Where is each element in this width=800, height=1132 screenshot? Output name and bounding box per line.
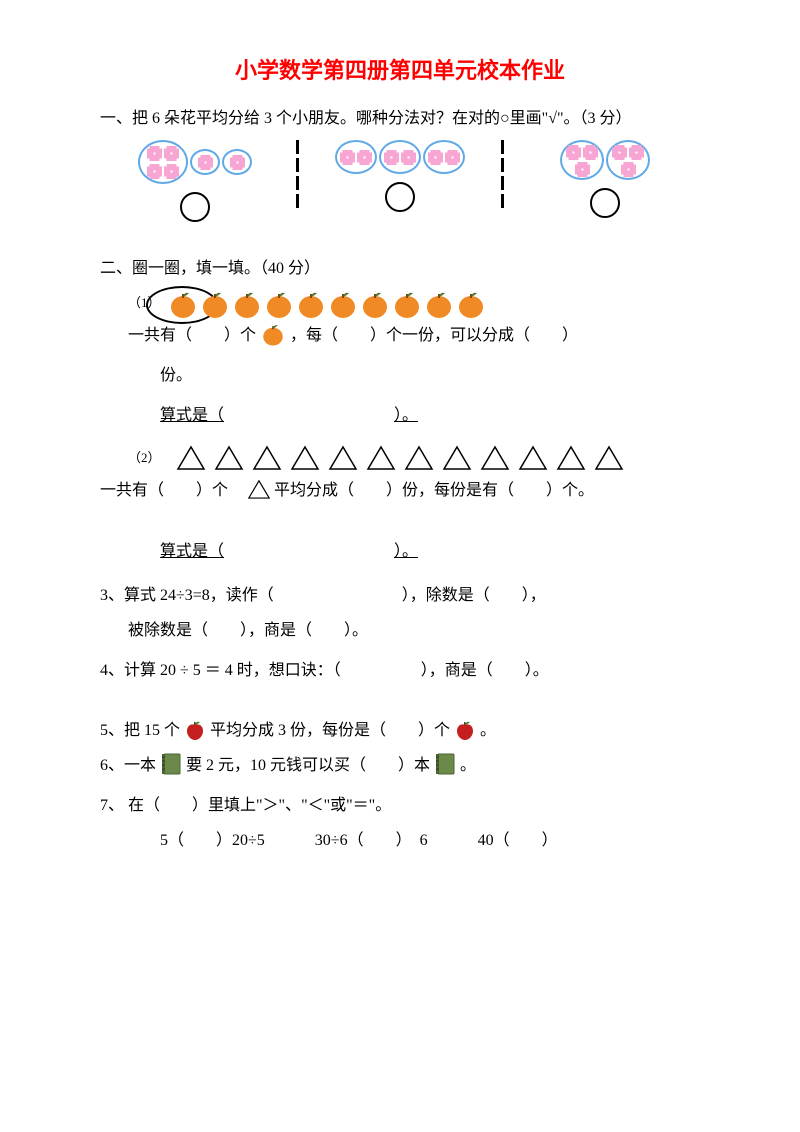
answer-circle-3[interactable] xyxy=(590,188,620,218)
flower-group-1 xyxy=(100,140,290,222)
q6-p1: 6、一本 xyxy=(100,757,160,774)
triangle-icon xyxy=(215,446,243,470)
q2-formula-suffix: ）。 xyxy=(394,543,418,560)
orange-icon xyxy=(391,289,423,319)
q2-label: （2） xyxy=(128,446,161,471)
flower-group-2 xyxy=(305,140,495,212)
page-title: 小学数学第四册第四单元校本作业 xyxy=(100,50,700,92)
orange-icon xyxy=(295,289,327,319)
triangle-icon xyxy=(481,446,509,470)
q1-line-b: 份。 xyxy=(100,361,700,391)
answer-circle-2[interactable] xyxy=(385,182,415,212)
triangle-icon xyxy=(367,446,395,470)
apple-icon xyxy=(184,719,206,741)
orange-icon xyxy=(263,289,295,319)
vertical-separator-1 xyxy=(296,140,299,220)
orange-icon xyxy=(359,289,391,319)
q5-p1: 5、把 15 个 xyxy=(100,722,184,739)
instruction-1: 一、把 6 朵花平均分给 3 个小朋友。哪种分法对？在对的○里画"√"。（3 分… xyxy=(100,104,700,134)
flower-groups-row xyxy=(100,140,700,250)
q7-prompt: 7、 在（ ）里填上"＞"、"＜"或"＝"。 xyxy=(100,791,700,821)
q1-label: （1） xyxy=(128,291,161,316)
q3-line1: 3、算式 24÷3=8，读作（ ），除数是（ ）， xyxy=(100,581,700,611)
q1-formula-suffix: ）。 xyxy=(394,407,418,424)
triangle-icon xyxy=(253,446,281,470)
q1-line-a: 一共有（ ）个 ，每（ ）个一份，可以分成（ ） xyxy=(100,321,700,351)
q7-item-2: 30÷6（ ） 6 xyxy=(315,826,428,856)
triangle-icon xyxy=(177,446,205,470)
orange-icon xyxy=(455,289,487,319)
triangle-icon xyxy=(443,446,471,470)
q2-line-a: 一共有（ ）个 平均分成（ ）份，每份是有（ ）个。 xyxy=(100,476,700,506)
q1-formula: 算式是（ ）。 xyxy=(100,401,700,431)
q7-item-1: 5（ ）20÷5 xyxy=(160,826,265,856)
q5-line: 5、把 15 个 平均分成 3 份，每份是（ ）个 。 xyxy=(100,716,700,746)
orange-icon xyxy=(260,322,286,346)
orange-icon xyxy=(231,289,263,319)
q1-text-a2: ，每（ ）个一份，可以分成（ ） xyxy=(290,327,578,344)
q2-formula-prefix: 算式是（ xyxy=(160,543,224,560)
q4-line: 4、计算 20 ÷ 5 ＝ 4 时，想口诀：（ ），商是（ ）。 xyxy=(100,656,700,686)
notebook-icon xyxy=(434,752,456,776)
q5-p2: 平均分成 3 份，每份是（ ）个 xyxy=(210,722,454,739)
q5-p3: 。 xyxy=(480,722,496,739)
answer-circle-1[interactable] xyxy=(180,192,210,222)
triangle-icon xyxy=(519,446,547,470)
q7-item-3: 40（ ） xyxy=(478,826,558,856)
flower-group-3 xyxy=(510,140,700,218)
q6-line: 6、一本 要 2 元，10 元钱可以买（ ）本 。 xyxy=(100,751,700,781)
q2-text-a1: 一共有（ ）个 xyxy=(100,482,244,499)
q1-text-a1: 一共有（ ）个 xyxy=(128,327,256,344)
triangle-icon xyxy=(595,446,623,470)
triangle-icon xyxy=(405,446,433,470)
q7-items: 5（ ）20÷5 30÷6（ ） 6 40（ ） xyxy=(100,826,700,856)
instruction-2: 二、圈一圈，填一填。（40 分） xyxy=(100,254,700,284)
q2-formula: 算式是（ ）。 xyxy=(100,537,700,567)
q1-formula-prefix: 算式是（ xyxy=(160,407,224,424)
orange-icon xyxy=(199,289,231,319)
triangle-icon xyxy=(248,480,270,500)
orange-icon xyxy=(423,289,455,319)
vertical-separator-2 xyxy=(501,140,504,220)
notebook-icon xyxy=(160,752,182,776)
triangle-icon xyxy=(291,446,319,470)
q2-text-a2: 平均分成（ ）份，每份是有（ ）个。 xyxy=(274,482,594,499)
q3-line2: 被除数是（ ），商是（ ）。 xyxy=(100,616,700,646)
triangle-icon xyxy=(329,446,357,470)
triangle-icon xyxy=(557,446,585,470)
orange-icon xyxy=(167,289,199,319)
q2-triangle-row: （2） xyxy=(128,446,700,471)
q6-p3: 。 xyxy=(460,757,476,774)
orange-icon xyxy=(327,289,359,319)
q6-p2: 要 2 元，10 元钱可以买（ ）本 xyxy=(186,757,434,774)
q1-orange-row: （1） xyxy=(128,289,700,319)
apple-icon xyxy=(454,719,476,741)
